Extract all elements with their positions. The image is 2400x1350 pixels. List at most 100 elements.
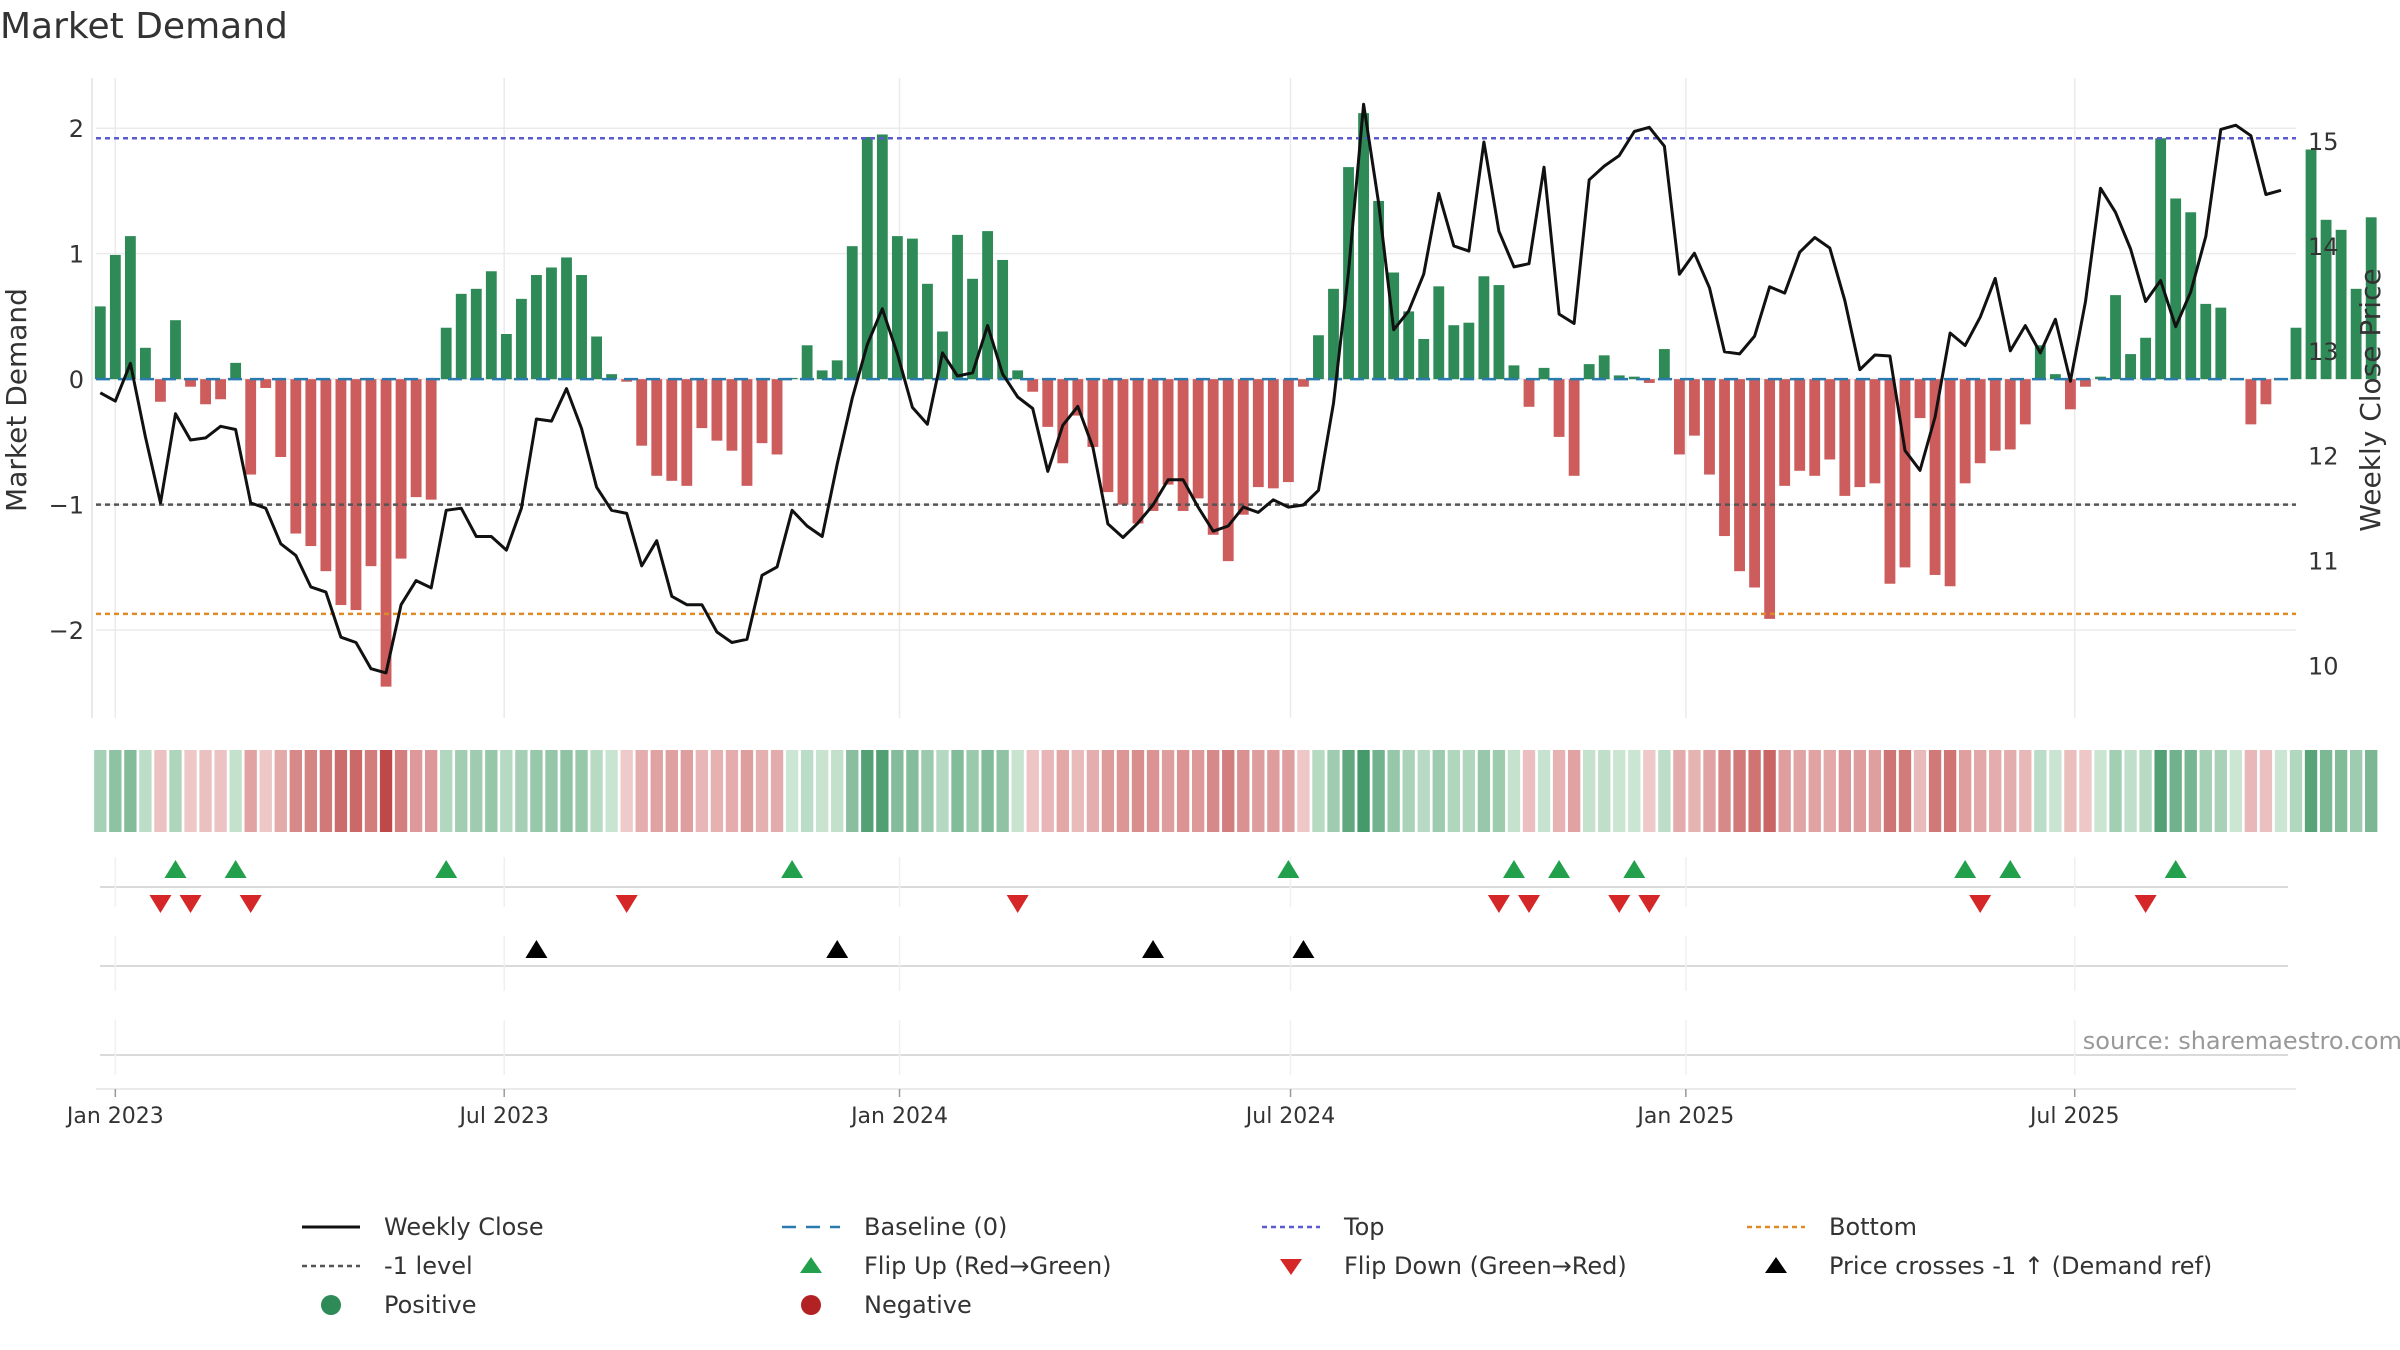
demand-bar	[1298, 379, 1309, 387]
left-tick-label: 0	[69, 366, 84, 394]
price-cross-marker	[525, 940, 548, 958]
demand-bar	[922, 283, 933, 380]
left-tick-label: 1	[69, 241, 84, 269]
legend-symbol	[801, 1295, 821, 1315]
flip-down-marker	[1638, 895, 1661, 913]
heat-cell	[710, 750, 724, 832]
demand-bar	[846, 246, 858, 380]
left-tick-label: 2	[69, 115, 84, 143]
heat-cell	[1101, 750, 1115, 832]
heat-cell	[1447, 750, 1460, 832]
demand-bar	[2140, 337, 2152, 380]
heat-cell	[515, 750, 528, 832]
heat-cell	[169, 750, 182, 832]
demand-bar	[1568, 379, 1580, 476]
legend-label: -1 level	[384, 1252, 473, 1280]
heat-cell	[1146, 750, 1160, 832]
heat-cell	[1838, 750, 1851, 832]
heat-cell	[1342, 750, 1355, 832]
demand-bar	[2305, 149, 2317, 380]
left-tick-label: −2	[49, 617, 84, 645]
heat-cell	[2214, 750, 2227, 832]
demand-bar	[591, 336, 602, 380]
heat-cell	[244, 750, 257, 832]
heat-cell	[1943, 750, 1957, 832]
right-tick-label: 11	[2308, 548, 2339, 576]
demand-bar	[1418, 339, 1430, 380]
heat-cell	[1011, 750, 1024, 832]
demand-bar	[260, 379, 272, 388]
flip-down-marker	[239, 895, 262, 913]
demand-bar	[1328, 288, 1339, 380]
heat-cell	[921, 750, 934, 832]
demand-bar	[982, 231, 994, 380]
heat-cell	[1176, 750, 1190, 832]
heat-cell	[1703, 750, 1716, 832]
heat-cell	[695, 750, 709, 832]
heat-cell	[455, 750, 468, 832]
heat-cell	[1853, 750, 1867, 832]
heat-cell	[1071, 750, 1085, 832]
heat-cell	[2349, 750, 2363, 832]
demand-bar	[2065, 379, 2076, 410]
heat-cell	[785, 750, 799, 832]
demand-bar	[1493, 285, 1505, 380]
flip-down-marker	[1969, 895, 1992, 913]
demand-bar	[2125, 354, 2136, 380]
x-tick-label: Jan 2024	[849, 1104, 948, 1129]
demand-bar	[245, 379, 257, 475]
heat-cell	[1974, 750, 1987, 832]
demand-bar	[666, 379, 678, 481]
heat-cell	[2289, 750, 2303, 832]
heat-cell	[1748, 750, 1761, 832]
demand-bar	[1162, 379, 1174, 485]
flip-up-marker	[1623, 860, 1646, 878]
flip-down-marker	[1487, 895, 1510, 913]
legend-label: Positive	[384, 1291, 477, 1319]
demand-bar	[2185, 212, 2197, 380]
heat-cell	[1793, 750, 1806, 832]
demand-bar	[305, 379, 317, 547]
heat-cell	[755, 750, 769, 832]
heat-cell	[1267, 750, 1280, 832]
legend-label: Negative	[864, 1291, 972, 1319]
heat-cell	[1808, 750, 1821, 832]
price-cross-marker	[1142, 940, 1165, 958]
demand-bar	[621, 379, 633, 382]
demand-bar	[561, 257, 572, 380]
demand-bar	[1824, 379, 1836, 460]
heat-cell	[620, 750, 633, 832]
demand-bar	[350, 379, 362, 611]
demand-bar	[726, 379, 738, 451]
demand-bar	[1027, 379, 1039, 392]
legend-item: Flip Up (Red→Green)	[780, 1251, 1112, 1281]
price-cross-marker	[826, 940, 849, 958]
demand-bar	[1403, 311, 1415, 380]
legend-symbol	[302, 1264, 360, 1268]
demand-bar	[215, 379, 227, 400]
legend-item: -1 level	[300, 1251, 473, 1281]
heat-cell	[214, 750, 227, 832]
flip-down-marker	[2134, 895, 2157, 913]
flip-down-marker	[149, 895, 172, 913]
heat-cell	[470, 750, 483, 832]
demand-bar	[1839, 379, 1851, 496]
price-cross-marker	[1292, 940, 1315, 958]
demand-bar	[1974, 379, 1986, 464]
demand-bar	[1854, 379, 1866, 488]
legend-label: Flip Up (Red→Green)	[864, 1252, 1112, 1280]
demand-bar	[2290, 327, 2302, 380]
demand-bar	[2350, 288, 2362, 380]
legend-item: Negative	[780, 1290, 972, 1320]
demand-bar	[94, 306, 106, 380]
heat-cell	[1252, 750, 1265, 832]
heat-cell	[2064, 750, 2077, 832]
heat-cell	[2094, 750, 2107, 832]
heat-cell	[816, 750, 829, 832]
legend-item: Positive	[300, 1290, 477, 1320]
demand-bar	[1523, 379, 1535, 407]
demand-bar	[1689, 379, 1700, 436]
heat-cell	[1733, 750, 1746, 832]
heat-cell	[124, 750, 137, 832]
demand-bar	[2095, 376, 2106, 380]
